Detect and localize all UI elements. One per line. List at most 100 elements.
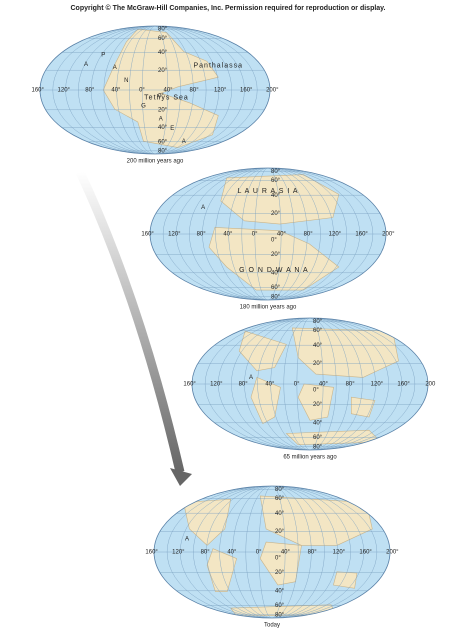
annotation: G — [141, 104, 146, 110]
longitude-label: 160° — [145, 550, 158, 556]
longitude-label: 40° — [265, 382, 275, 388]
globe-outline — [39, 25, 271, 155]
latitude-label: 40° — [158, 50, 168, 56]
annotation: A — [185, 536, 189, 542]
latitude-label: 60° — [271, 285, 281, 291]
latitude-label: 60° — [313, 328, 323, 334]
annotation: P — [101, 52, 105, 58]
latitude-label: 20° — [158, 68, 168, 74]
annotation: E — [170, 126, 174, 132]
longitude-label: 120° — [168, 232, 181, 238]
longitude-label: 120° — [58, 88, 71, 94]
longitude-label: 120° — [329, 232, 342, 238]
longitude-label: 80° — [197, 232, 207, 238]
longitude-label: 80° — [201, 550, 211, 556]
latitude-label: 60° — [158, 36, 168, 42]
latitude-label: 20° — [158, 107, 168, 113]
longitude-label: 160° — [31, 88, 44, 94]
annotation: L A U R A S I A — [237, 188, 298, 195]
caption: 65 million years ago — [283, 455, 337, 461]
longitude-label: 120° — [172, 550, 185, 556]
annotation: A — [159, 116, 163, 122]
longitude-label: 160° — [141, 232, 154, 238]
caption: Today — [264, 623, 280, 629]
longitude-label: 160° — [397, 382, 410, 388]
annotation: A — [249, 375, 253, 381]
annotation: A — [201, 205, 205, 211]
caption: 200 million years ago — [127, 159, 184, 165]
map-inner — [154, 486, 390, 618]
landmass — [259, 541, 302, 586]
latitude-label: 0° — [271, 238, 277, 244]
landmass — [333, 571, 358, 589]
landmass — [208, 227, 340, 291]
latitude-label: 0° — [158, 94, 164, 100]
longitude-label: 40° — [111, 88, 121, 94]
globe-map: 160° 120° 80° 40° 0° 40° 80° 120° 160° 20080°60°4… — [183, 317, 436, 461]
latitude-label: 80° — [275, 612, 285, 618]
arrow-head — [170, 468, 192, 486]
globe-map: 160° 120° 80° 40° 0° 40° 80° 120° 160° 200°80°60°… — [141, 167, 395, 311]
latitude-label: 20° — [313, 361, 323, 367]
longitude-label: 160° — [240, 88, 253, 94]
annotation: A — [182, 139, 186, 145]
latitude-label: 80° — [158, 27, 168, 33]
latitude-label: 80° — [158, 148, 168, 154]
landmass — [250, 376, 281, 425]
latitude-label: 40° — [313, 420, 323, 426]
latitude-label: 20° — [313, 402, 323, 408]
latitude-label: 20° — [271, 211, 281, 217]
caption: 180 million years ago — [240, 305, 297, 311]
longitude-label: 80° — [304, 232, 314, 238]
latitude-label: 80° — [275, 487, 285, 493]
map-inner — [150, 168, 386, 300]
longitude-label: 80° — [346, 382, 356, 388]
latitude-label: 80° — [271, 294, 281, 300]
longitude-label: 120° — [210, 382, 223, 388]
latitude-label: 20° — [275, 529, 285, 535]
latitude-label: 40° — [275, 588, 285, 594]
longitude-label: 200° — [386, 550, 399, 556]
longitude-label: 160° — [359, 550, 372, 556]
longitude-label: 120° — [333, 550, 346, 556]
landmass — [220, 174, 340, 225]
latitude-label: 40° — [313, 343, 323, 349]
latitude-label: 60° — [158, 139, 168, 145]
globe-map: 160° 120° 80° 40° 0° 40° 80° 120° 160° 200°80°60°… — [31, 25, 279, 165]
latitude-label: 80° — [313, 319, 323, 325]
landmass — [350, 396, 376, 418]
latitude-label: 60° — [313, 435, 323, 441]
map-inner — [192, 318, 428, 450]
latitude-label: 40° — [158, 125, 168, 131]
annotation: Panthalassa — [193, 63, 243, 70]
annotation: A — [113, 65, 117, 71]
latitude-label: 60° — [275, 496, 285, 502]
annotation: N — [124, 78, 128, 84]
latitude-label: 60° — [271, 178, 281, 184]
time-arrow — [75, 170, 185, 474]
longitude-label: 40° — [163, 88, 173, 94]
annotation: G O N D W A N A — [239, 267, 308, 274]
latitude-label: 20° — [271, 252, 281, 258]
latitude-label: 0° — [275, 556, 281, 562]
landmass — [297, 383, 334, 421]
longitude-label: 80° — [308, 550, 318, 556]
annotation: Tethys Sea — [144, 95, 189, 102]
longitude-label: 40° — [281, 550, 291, 556]
latitude-label: 80° — [313, 444, 323, 450]
annotation: A — [84, 62, 88, 68]
longitude-label: 120° — [371, 382, 384, 388]
longitude-label: 200° — [266, 88, 279, 94]
latitude-label: 40° — [271, 270, 281, 276]
copyright: Copyright © The McGraw-Hill Companies, I… — [70, 4, 385, 12]
globe-outline — [153, 485, 391, 619]
latitude-label: 20° — [275, 570, 285, 576]
latitude-label: 40° — [271, 193, 281, 199]
longitude-label: 40° — [227, 550, 237, 556]
longitude-label: 40° — [277, 232, 287, 238]
longitude-label: 0° — [252, 232, 258, 238]
globe-map: 160° 120° 80° 40° 0° 40° 80° 120° 160° 200°80°60°… — [145, 485, 399, 629]
longitude-label: 40° — [223, 232, 233, 238]
longitude-label: 120° — [214, 88, 227, 94]
longitude-label: 0° — [139, 88, 145, 94]
